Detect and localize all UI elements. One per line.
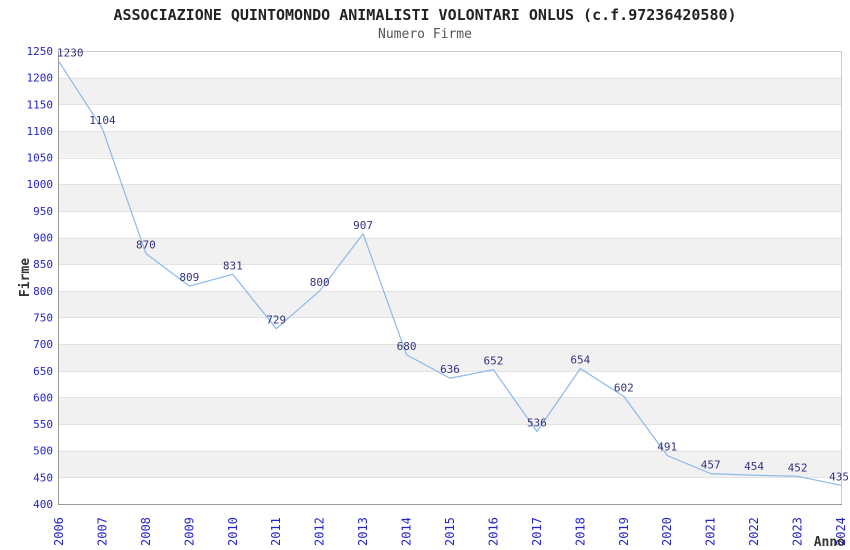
data-point-label: 536 (527, 417, 547, 430)
y-tick-label: 700 (33, 338, 53, 351)
x-tick-label: 2023 (791, 517, 805, 546)
alt-band (59, 397, 841, 425)
x-tick-label: 2017 (530, 517, 544, 546)
y-tick-label: 1250 (27, 45, 54, 58)
y-tick-label: 600 (33, 391, 53, 404)
chart-title: ASSOCIAZIONE QUINTOMONDO ANIMALISTI VOLO… (113, 6, 737, 24)
data-point-label: 602 (614, 381, 634, 394)
x-tick-label: 2022 (747, 517, 761, 546)
chart-subtitle: Numero Firme (378, 27, 472, 42)
x-tick-label: 2019 (617, 517, 631, 546)
data-point-label: 729 (266, 314, 286, 327)
data-point-label: 435 (829, 470, 849, 483)
data-point-label: 491 (657, 441, 677, 454)
x-tick-label: 2015 (443, 517, 457, 546)
x-tick-label: 2012 (313, 517, 327, 546)
x-tick-label: 2018 (573, 517, 587, 546)
data-point-label: 680 (397, 340, 417, 353)
alt-band (59, 184, 841, 211)
y-tick-label: 1150 (27, 98, 54, 111)
data-point-label: 800 (310, 276, 330, 289)
y-tick-label: 1050 (27, 152, 54, 165)
x-tick-label: 2009 (182, 517, 196, 546)
data-point-label: 907 (353, 219, 373, 232)
y-tick-label: 650 (33, 365, 53, 378)
data-point-label: 1104 (89, 114, 116, 127)
x-tick-label: 2016 (486, 517, 500, 546)
x-tick-label: 2007 (95, 517, 109, 546)
alt-band (59, 130, 841, 158)
data-point-label: 457 (701, 459, 721, 472)
x-tick-label: 2006 (52, 517, 66, 546)
data-line (58, 61, 842, 486)
alt-band (59, 344, 841, 371)
x-tick-label: 2011 (269, 517, 283, 546)
y-tick-label: 950 (33, 205, 53, 218)
alt-band (59, 237, 841, 265)
x-tick-label: 2010 (226, 517, 240, 546)
y-tick-label: 900 (33, 232, 53, 245)
y-tick-label: 800 (33, 285, 53, 298)
x-tick-label: 2021 (704, 517, 718, 546)
data-point-label: 636 (440, 363, 460, 376)
alt-band (59, 77, 841, 105)
y-tick-label: 1100 (27, 125, 54, 138)
data-point-label: 1230 (57, 47, 84, 60)
y-tick-label: 850 (33, 258, 53, 271)
y-tick-label: 550 (33, 418, 53, 431)
data-point-label: 809 (179, 271, 199, 284)
y-axis-title: Firme (18, 258, 33, 297)
data-point-label: 652 (484, 355, 504, 368)
y-tick-label: 1200 (27, 72, 54, 85)
y-tick-label: 450 (33, 471, 53, 484)
y-tick-label: 1000 (27, 178, 54, 191)
alt-band (59, 450, 841, 478)
data-point-label: 831 (223, 259, 243, 272)
x-tick-label: 2013 (356, 517, 370, 546)
x-axis-title: Anno (814, 535, 845, 550)
x-tick-label: 2020 (660, 517, 674, 546)
data-point-label: 654 (570, 354, 590, 367)
x-tick-label: 2024 (834, 517, 848, 546)
y-tick-label: 750 (33, 311, 53, 324)
y-tick-label: 400 (33, 498, 53, 511)
data-point-label: 454 (744, 460, 764, 473)
alt-band (59, 290, 841, 318)
data-point-label: 452 (788, 461, 808, 474)
x-tick-label: 2008 (139, 517, 153, 546)
data-point-label: 870 (136, 239, 156, 252)
y-tick-label: 500 (33, 445, 53, 458)
x-tick-label: 2014 (400, 517, 414, 546)
